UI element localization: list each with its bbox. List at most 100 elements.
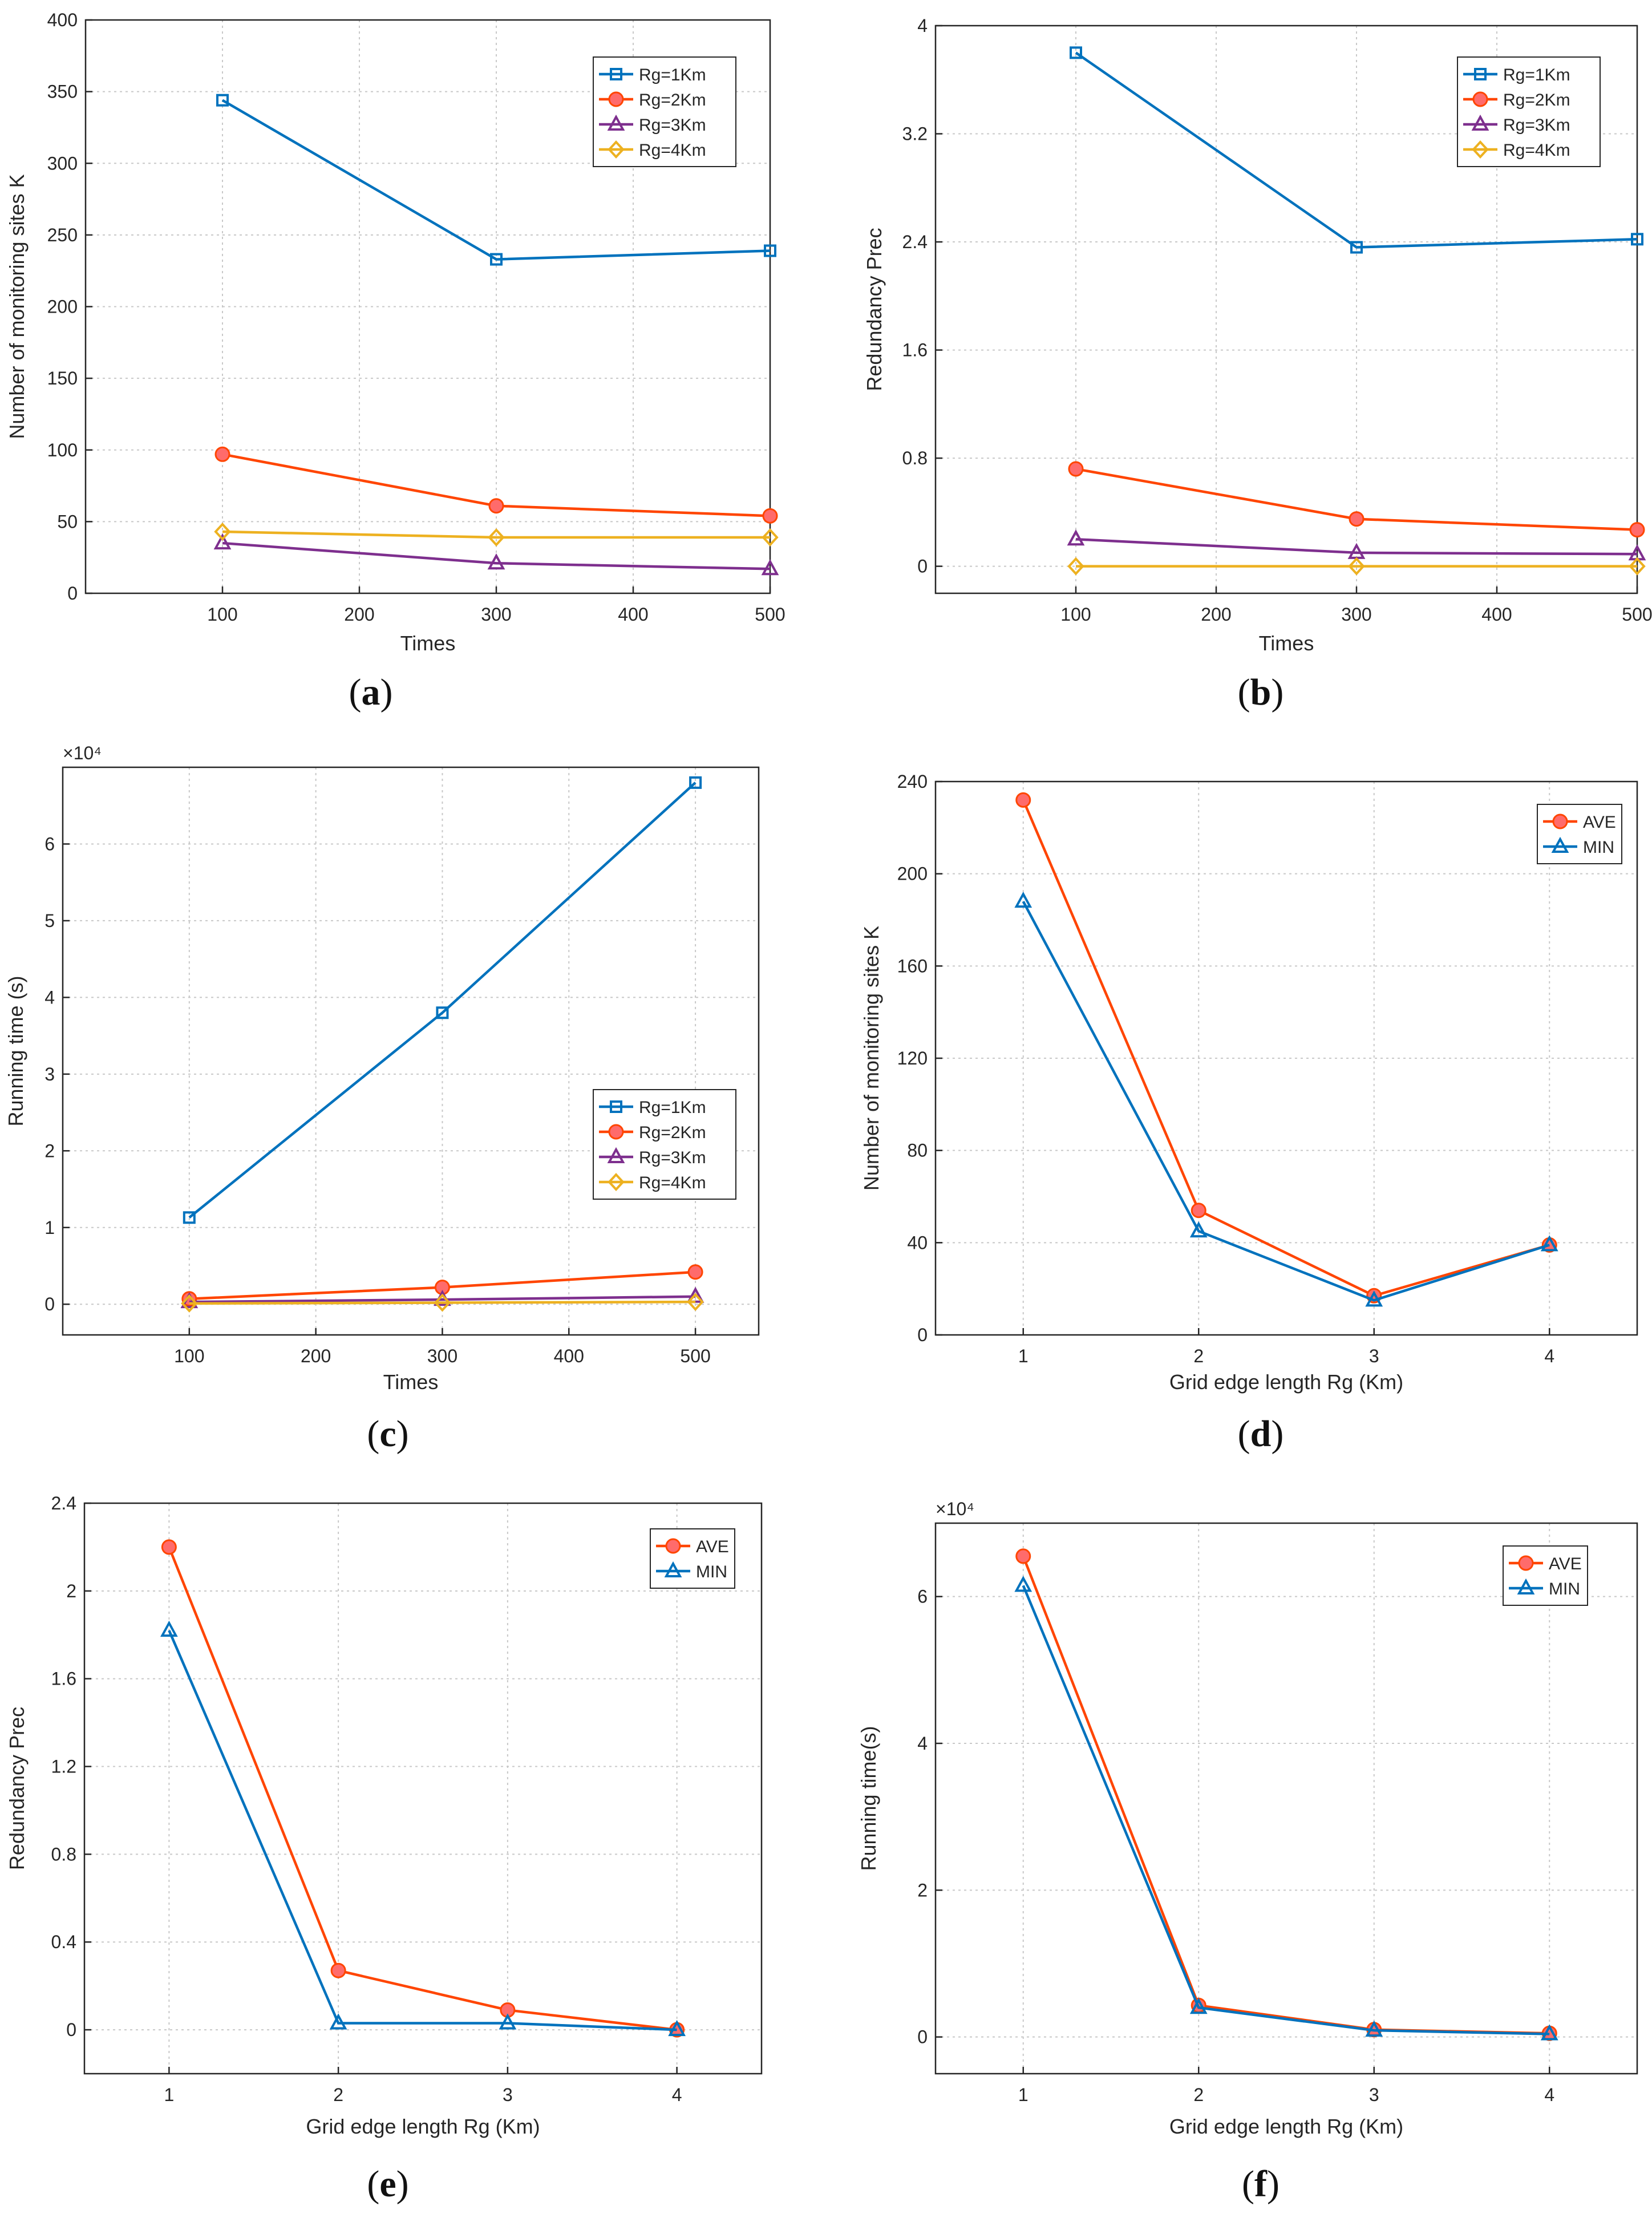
legend-marker [1551,836,1569,853]
x-tick-label: 1 [1018,2085,1029,2105]
data-point [761,559,779,576]
legend-entry: AVE [1543,813,1616,832]
y-tick-label: 1.6 [902,340,928,361]
data-point [762,508,778,524]
legend-marker [1474,68,1487,80]
legend-entry: Rg=4Km [599,140,706,160]
panel-caption: (f) [1242,2163,1280,2205]
x-tick-label: 500 [755,604,785,625]
data-point [183,1211,196,1224]
series-Rg=3Km [213,533,779,576]
y-tick-label: 400 [47,10,78,30]
series-Rg=1Km [1070,46,1643,254]
data-point [1350,241,1363,254]
legend-label: Rg=2Km [639,1123,706,1142]
caption-letter: f [1254,2163,1268,2205]
data-point [1015,1548,1031,1564]
legend-marker [1472,140,1489,159]
y-tick-label: 0 [917,2027,928,2047]
axes-box [934,1522,1638,2075]
legend-entry: Rg=2Km [1463,91,1570,110]
x-tick-label: 3 [1369,2085,1379,2105]
data-point [1540,1235,1558,1252]
series-AVE [161,1539,685,2038]
series-Rg=4Km [214,523,779,547]
series-AVE [1015,1548,1557,2041]
y-tick-label: 5 [44,910,55,931]
y-tick-label: 2 [917,1880,928,1900]
series-line [222,530,770,539]
legend: AVE MIN [1537,804,1622,864]
caption-close-paren: ) [396,2163,409,2205]
panel-caption: (e) [367,2163,408,2205]
data-point [1014,891,1032,908]
y-tick-label: 0.8 [51,1844,76,1864]
legend-entry: MIN [1509,1578,1580,1598]
legend-label: AVE [696,1537,729,1556]
caption-open-paren: ( [1242,2163,1254,2205]
legend-marker [608,1124,624,1140]
y-tick-label: 0.8 [902,448,928,468]
y-tick-label: 1.6 [51,1669,76,1689]
legend-entry: AVE [1509,1555,1582,1573]
y-tick-label: 150 [47,368,78,388]
y-tick-label: 50 [57,511,78,532]
x-tick-label: 2 [333,2085,343,2105]
y-axis-label: Running time (s) [4,976,27,1126]
y-tick-label: 4 [44,987,55,1007]
legend-entry: Rg=1Km [599,1098,706,1117]
x-tick-label: 400 [1481,604,1512,625]
x-tick-label: 200 [1201,604,1231,625]
series-line [1022,1556,1550,2035]
y-tick-label: 80 [907,1140,928,1161]
data-point [1189,1221,1208,1238]
data-point [1631,233,1643,246]
series-MIN [1014,891,1558,1307]
data-point [487,553,505,570]
caption-close-paren: ) [380,671,393,713]
axes-box [62,766,760,1336]
series-line [222,541,771,570]
caption-letter: d [1250,1413,1272,1455]
y-tick-label: 300 [47,153,78,173]
legend-label: MIN [696,1563,727,1581]
x-tick-label: 500 [680,1346,710,1366]
y-tick-label: 3 [44,1064,55,1084]
y-tick-label: 0 [917,556,928,577]
legend-entry: Rg=4Km [599,1173,706,1192]
x-tick-label: 2 [1193,1346,1204,1366]
data-point [1067,557,1084,576]
caption-open-paren: ( [1238,671,1250,713]
y-tick-label: 0 [67,583,78,604]
caption-letter: e [379,2163,396,2205]
x-tick-label: 3 [503,2085,513,2105]
legend-marker [1472,91,1488,107]
caption-letter: c [379,1413,396,1455]
x-axis-label: Grid edge length Rg (Km) [1169,2115,1403,2138]
caption-letter: a [362,671,380,713]
y-tick-label: 120 [897,1048,928,1068]
y-axis-label: Running time(s) [857,1726,880,1871]
y-tick-label: 350 [47,82,78,102]
panel-caption: (c) [367,1413,408,1455]
y-tick-label: 250 [47,225,78,245]
data-point [1349,511,1364,527]
x-tick-label: 300 [481,604,511,625]
legend-marker [607,114,625,131]
legend-label: Rg=4Km [1503,141,1570,160]
legend-marker [610,1100,622,1113]
y-tick-label: 0 [917,1325,928,1345]
data-point [686,1286,704,1303]
data-point [330,1962,346,1978]
caption-open-paren: ( [349,671,362,713]
x-axis-label: Grid edge length Rg (Km) [1169,1370,1403,1394]
legend-label: Rg=1Km [639,1098,706,1117]
series-line [1075,537,1638,556]
y-tick-label: 6 [917,1586,928,1607]
legend-label: Rg=1Km [639,66,706,84]
data-point [1191,1203,1206,1219]
data-point [1189,1998,1208,2014]
data-point [1629,522,1645,538]
legend-marker [1518,1555,1534,1571]
gridlines [84,1503,762,2074]
